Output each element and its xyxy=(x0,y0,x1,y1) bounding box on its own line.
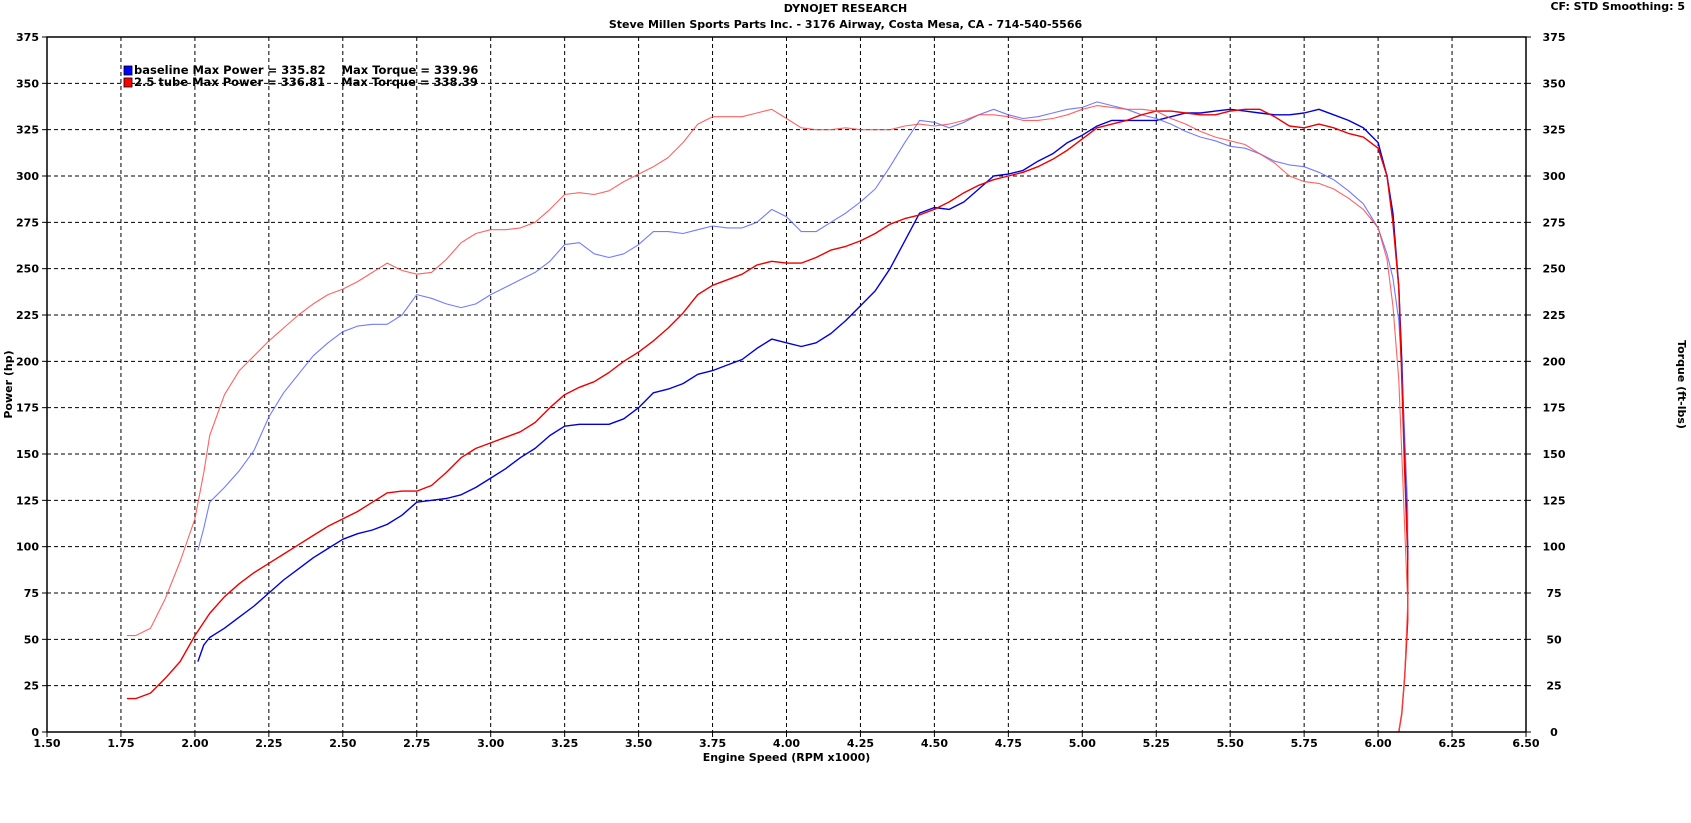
chart-subtitle: Steve Millen Sports Parts Inc. - 3176 Ai… xyxy=(608,18,1083,31)
x-tick-label: 5.75 xyxy=(1291,737,1318,750)
y2-tick-label: 200 xyxy=(1543,355,1566,368)
y2-tick-label: 375 xyxy=(1543,31,1566,44)
x-tick-label: 1.50 xyxy=(33,737,60,750)
x-tick-label: 6.50 xyxy=(1512,737,1539,750)
y-axis-ticks: 0 25 50 75 100 125 150 175 200 225 250 275 300 325 350… xyxy=(16,31,47,739)
legend-swatch-baseline xyxy=(123,65,133,76)
legend-entry-tube: 2.5 tube Max Power = 336.81 Max Torque =… xyxy=(134,75,478,89)
x-tick-label: 5.25 xyxy=(1143,737,1170,750)
series-line-baseline-power xyxy=(197,108,1409,662)
y2-tick-label: 125 xyxy=(1543,494,1566,507)
y2-tick-label: 150 xyxy=(1543,448,1566,461)
y2-tick-label: 250 xyxy=(1543,263,1566,276)
y2-tick-label: 225 xyxy=(1543,309,1566,322)
y-tick-label: 300 xyxy=(16,170,39,183)
x-tick-label: 1.75 xyxy=(107,737,134,750)
y2-tick-label: 75 xyxy=(1546,587,1561,600)
x-tick-label: 3.75 xyxy=(699,737,726,750)
correction-factor-label: CF: STD Smoothing: 5 xyxy=(1550,0,1685,13)
legend: baseline Max Power = 335.82 Max Torque =… xyxy=(123,63,478,89)
x-tick-label: 3.00 xyxy=(477,737,504,750)
series-line-tube-torque xyxy=(126,105,1409,733)
y2-tick-label: 175 xyxy=(1543,402,1566,415)
y-tick-label: 275 xyxy=(16,216,39,229)
y-tick-label: 25 xyxy=(24,680,39,693)
y2-tick-label: 0 xyxy=(1550,726,1558,739)
y2-tick-label: 50 xyxy=(1546,633,1562,646)
y-tick-label: 125 xyxy=(16,494,39,507)
x-tick-label: 4.75 xyxy=(995,737,1022,750)
y-tick-label: 150 xyxy=(16,448,39,461)
y-tick-label: 75 xyxy=(24,587,39,600)
y-tick-label: 175 xyxy=(16,402,39,415)
y2-tick-label: 350 xyxy=(1543,77,1566,90)
x-axis-label: Engine Speed (RPM x1000) xyxy=(703,751,871,764)
legend-swatch-tube xyxy=(123,77,133,88)
x-tick-label: 4.25 xyxy=(847,737,874,750)
y-tick-label: 325 xyxy=(16,124,39,137)
x-tick-label: 3.25 xyxy=(551,737,578,750)
legend-entry-baseline: baseline Max Power = 335.82 Max Torque =… xyxy=(134,63,478,77)
y-tick-label: 375 xyxy=(16,31,39,44)
series-line-tube-power xyxy=(126,108,1409,733)
x-tick-label: 6.25 xyxy=(1438,737,1465,750)
y-tick-label: 350 xyxy=(16,77,39,90)
y2-tick-label: 25 xyxy=(1546,680,1561,693)
y-tick-label: 200 xyxy=(16,355,39,368)
x-tick-label: 2.50 xyxy=(329,737,356,750)
y2-axis-label: Torque (ft-lbs) xyxy=(1675,340,1688,429)
y-tick-label: 250 xyxy=(16,263,39,276)
y2-tick-label: 275 xyxy=(1543,216,1566,229)
x-tick-label: 2.75 xyxy=(403,737,430,750)
x-tick-label: 6.00 xyxy=(1365,737,1392,750)
chart-title: DYNOJET RESEARCH xyxy=(783,2,908,15)
y2-tick-label: 100 xyxy=(1543,541,1566,554)
x-tick-label: 4.50 xyxy=(921,737,948,750)
series-line-baseline-torque xyxy=(197,101,1409,551)
y-tick-label: 0 xyxy=(31,726,39,739)
x-tick-label: 5.00 xyxy=(1069,737,1096,750)
series-layer xyxy=(126,101,1409,733)
y2-tick-label: 325 xyxy=(1543,124,1566,137)
y-tick-label: 225 xyxy=(16,309,39,322)
grid-layer xyxy=(47,37,1526,732)
x-tick-label: 2.00 xyxy=(181,737,208,750)
x-tick-label: 3.50 xyxy=(625,737,652,750)
x-tick-label: 2.25 xyxy=(255,737,282,750)
x-tick-label: 4.00 xyxy=(773,737,800,750)
y2-axis-ticks: 0 25 50 75 100 125 150 175 200 225 250 275 300 325 350… xyxy=(1526,31,1566,739)
y-tick-label: 50 xyxy=(24,633,40,646)
y-tick-label: 100 xyxy=(16,541,39,554)
x-tick-label: 5.50 xyxy=(1217,737,1244,750)
y-axis-label: Power (hp) xyxy=(2,350,15,418)
y2-tick-label: 300 xyxy=(1543,170,1566,183)
x-axis-ticks: 1.50 1.75 2.00 2.25 2.50 2.75 3.00 3.25 3.50 3.75… xyxy=(33,732,1540,750)
